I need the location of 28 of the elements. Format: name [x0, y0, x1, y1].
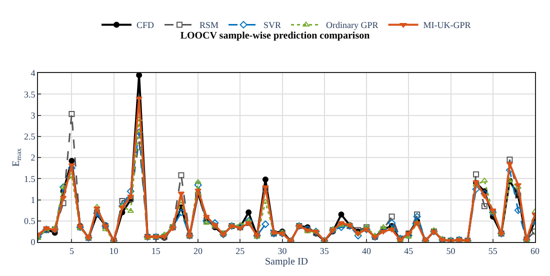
y-tick-label: 1 — [30, 194, 36, 205]
x-tick-label: 55 — [488, 246, 498, 256]
legend-label: SVR — [264, 20, 282, 30]
x-tick-label: 50 — [446, 246, 456, 256]
y-tick-label: 0.5 — [24, 216, 36, 226]
x-tick-label: 30 — [278, 246, 288, 256]
y-tick-label: 4 — [30, 68, 36, 78]
x-tick-label: 60 — [530, 246, 540, 256]
y-tick-label: 0 — [30, 237, 36, 248]
chart-title: LOOCV sample-wise prediction comparison — [180, 30, 370, 42]
y-tick-label: 1.5 — [24, 174, 36, 184]
y-tick-label: 3 — [30, 110, 36, 120]
x-tick-label: 45 — [404, 246, 414, 256]
x-tick-label: 25 — [236, 246, 246, 256]
x-tick-label: 35 — [320, 246, 330, 256]
x-axis-title: Sample ID — [264, 256, 308, 268]
legend-label: RSM — [200, 20, 219, 30]
legend-label: CFD — [136, 20, 155, 30]
x-tick-label: 15 — [151, 246, 161, 256]
x-tick-label: 5 — [69, 246, 74, 256]
x-tick-label: 40 — [362, 246, 372, 256]
y-tick-label: 3.5 — [24, 89, 36, 100]
y-tick-label: 2.5 — [24, 132, 36, 142]
y-tick-label: 2 — [30, 152, 36, 163]
x-tick-label: 20 — [194, 246, 204, 256]
x-tick-label: 10 — [109, 246, 119, 256]
legend-label: MI-UK-GPR — [423, 20, 471, 30]
legend-label: Ordinary GPR — [326, 20, 378, 30]
